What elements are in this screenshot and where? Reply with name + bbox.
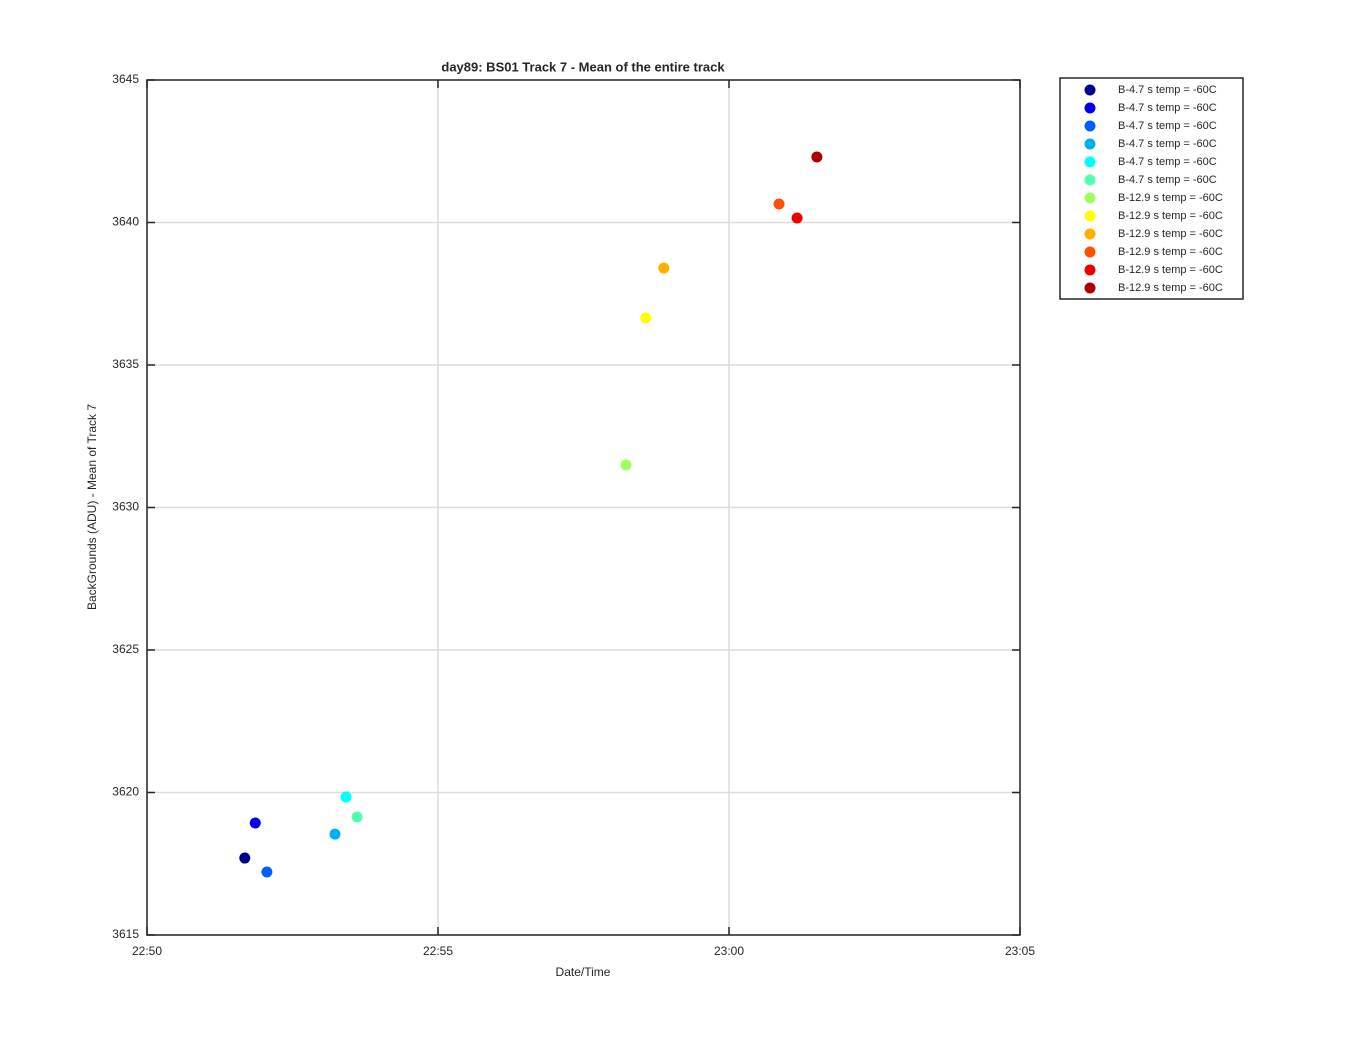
chart-title: day89: BS01 Track 7 - Mean of the entire… [441,59,725,74]
legend-label: B-12.9 s temp = -60C [1118,210,1223,222]
legend-marker [1084,210,1096,222]
legend-marker [1084,174,1096,186]
x-tick-label: 22:50 [132,944,162,958]
point [340,791,352,803]
legend-marker [1084,156,1096,168]
y-tick-label: 3625 [112,642,139,656]
legend-label: B-4.7 s temp = -60C [1118,84,1217,96]
legend-marker [1084,84,1096,96]
legend-marker [1084,102,1096,114]
y-tick-label: 3645 [112,72,139,86]
legend-marker [1084,138,1096,150]
legend-marker [1084,264,1096,276]
legend-label: B-4.7 s temp = -60C [1118,102,1217,114]
y-tick-label: 3630 [112,500,139,514]
x-axis-label: Date/Time [556,965,611,979]
point [351,811,363,823]
legend-label: B-12.9 s temp = -60C [1118,282,1223,294]
y-tick-label: 3620 [112,785,139,799]
point [658,262,670,274]
y-axis-label: BackGrounds (ADU) - Mean of Track 7 [85,404,99,610]
legend-label: B-4.7 s temp = -60C [1118,156,1217,168]
point [773,198,785,210]
point [239,852,251,864]
legend-label: B-12.9 s temp = -60C [1118,228,1223,240]
legend-marker [1084,120,1096,132]
point [640,312,652,324]
legend-label: B-12.9 s temp = -60C [1118,246,1223,258]
y-tick-label: 3640 [112,215,139,229]
legend-marker [1084,228,1096,240]
legend-marker [1084,282,1096,294]
legend-marker [1084,192,1096,204]
legend-marker [1084,246,1096,258]
legend-label: B-4.7 s temp = -60C [1118,138,1217,150]
legend-label: B-12.9 s temp = -60C [1118,264,1223,276]
point [329,828,341,840]
x-tick-label: 23:00 [714,944,744,958]
point [261,866,273,878]
x-tick-label: 22:55 [423,944,453,958]
legend-label: B-4.7 s temp = -60C [1118,174,1217,186]
point [811,151,823,163]
point [249,817,261,829]
x-tick-label: 23:05 [1005,944,1035,958]
y-tick-label: 3615 [112,927,139,941]
legend-box [1059,77,1244,300]
legend-label: B-12.9 s temp = -60C [1118,192,1223,204]
legend-label: B-4.7 s temp = -60C [1118,120,1217,132]
point [620,459,632,471]
point [791,212,803,224]
y-tick-label: 3635 [112,357,139,371]
